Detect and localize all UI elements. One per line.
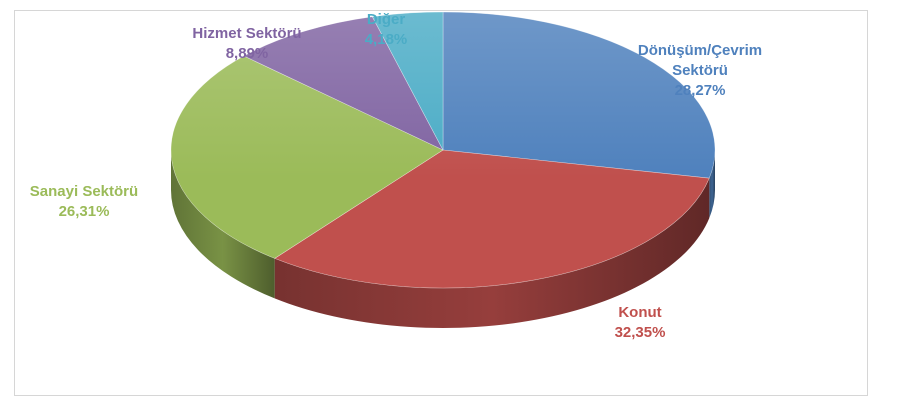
label-donusum-cevrim-sektoru: Dönüşüm/Çevrim Sektörü 28,27%: [638, 42, 762, 99]
slice-value-text: 4,18%: [365, 31, 408, 48]
label-sanayi-sektoru: Sanayi Sektörü 26,31%: [30, 183, 138, 220]
label-konut: Konut 32,35%: [615, 304, 666, 341]
label-hizmet-sektoru: Hizmet Sektörü 8,89%: [192, 25, 301, 62]
slice-value-text: 32,35%: [615, 324, 666, 341]
slice-name-text: Sektörü: [672, 62, 728, 79]
slice-name-text: Dönüşüm/Çevrim: [638, 42, 762, 59]
slice-name-text: Konut: [618, 304, 661, 321]
slice-labels: Dönüşüm/Çevrim Sektörü 28,27% Konut 32,35% Sa…: [30, 11, 762, 341]
slice-name-text: Diğer: [367, 11, 406, 28]
slice-value-text: 26,31%: [59, 203, 110, 220]
slice-value-text: 8,89%: [226, 45, 269, 62]
slice-value-text: 28,27%: [675, 82, 726, 99]
slice-name-text: Hizmet Sektörü: [192, 25, 301, 42]
slice-side-konut: [274, 178, 710, 328]
slice-name-text: Sanayi Sektörü: [30, 183, 138, 200]
label-diger: Diğer 4,18%: [365, 11, 408, 48]
